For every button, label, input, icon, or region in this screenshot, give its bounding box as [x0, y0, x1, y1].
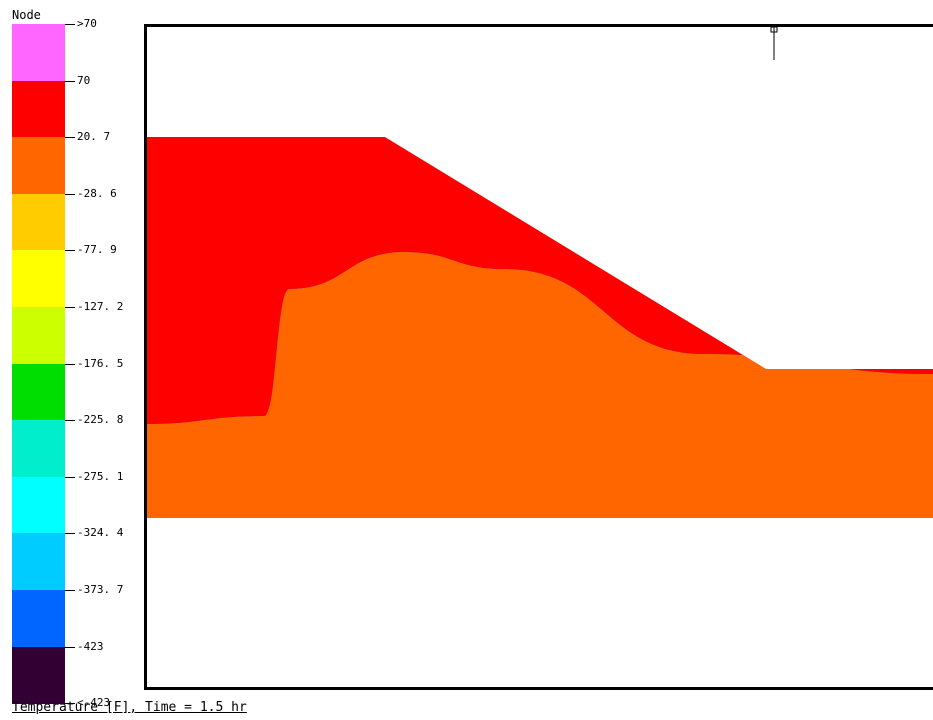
- legend-swatch: [12, 137, 65, 194]
- legend-swatch: [12, 420, 65, 477]
- legend-tick: [65, 81, 75, 82]
- legend-tick: [65, 420, 75, 421]
- legend-tick: [65, 250, 75, 251]
- legend-swatch: [12, 81, 65, 138]
- legend-tick-label: -324. 4: [77, 527, 123, 539]
- legend-swatch: [12, 477, 65, 534]
- legend-tick: [65, 194, 75, 195]
- legend-swatch: [12, 194, 65, 251]
- legend-swatch: [12, 24, 65, 81]
- legend-tick-label: 70: [77, 75, 90, 87]
- legend-tick-label: 20. 7: [77, 131, 110, 143]
- legend-tick: [65, 647, 75, 648]
- legend-tick: [65, 137, 75, 138]
- temperature-contour-svg: [144, 24, 933, 690]
- plot-caption: Temperature [F], Time = 1.5 hr: [12, 700, 247, 715]
- legend-tick-label: -176. 5: [77, 358, 123, 370]
- legend-tick: [65, 364, 75, 365]
- legend-swatch: [12, 364, 65, 421]
- legend-title: Node: [12, 8, 41, 22]
- legend-tick-label: -127. 2: [77, 301, 123, 313]
- legend-tick: [65, 307, 75, 308]
- legend-tick-label: -77. 9: [77, 244, 117, 256]
- legend-tick-label: -373. 7: [77, 584, 123, 596]
- legend-tick: [65, 477, 75, 478]
- legend-tick-label: -28. 6: [77, 188, 117, 200]
- legend-swatch: [12, 590, 65, 647]
- legend-swatch: [12, 250, 65, 307]
- background-mask: [144, 518, 933, 690]
- legend-swatch: [12, 533, 65, 590]
- legend-tick-label: -225. 8: [77, 414, 123, 426]
- legend-tick: [65, 24, 75, 25]
- legend-tick-label: -275. 1: [77, 471, 123, 483]
- legend-tick-label: -423: [77, 641, 104, 653]
- legend-swatch: [12, 307, 65, 364]
- legend-tick: [65, 590, 75, 591]
- legend-tick-label: >70: [77, 18, 97, 30]
- legend-swatch: [12, 647, 65, 704]
- plot-area: [144, 24, 933, 690]
- legend-tick: [65, 533, 75, 534]
